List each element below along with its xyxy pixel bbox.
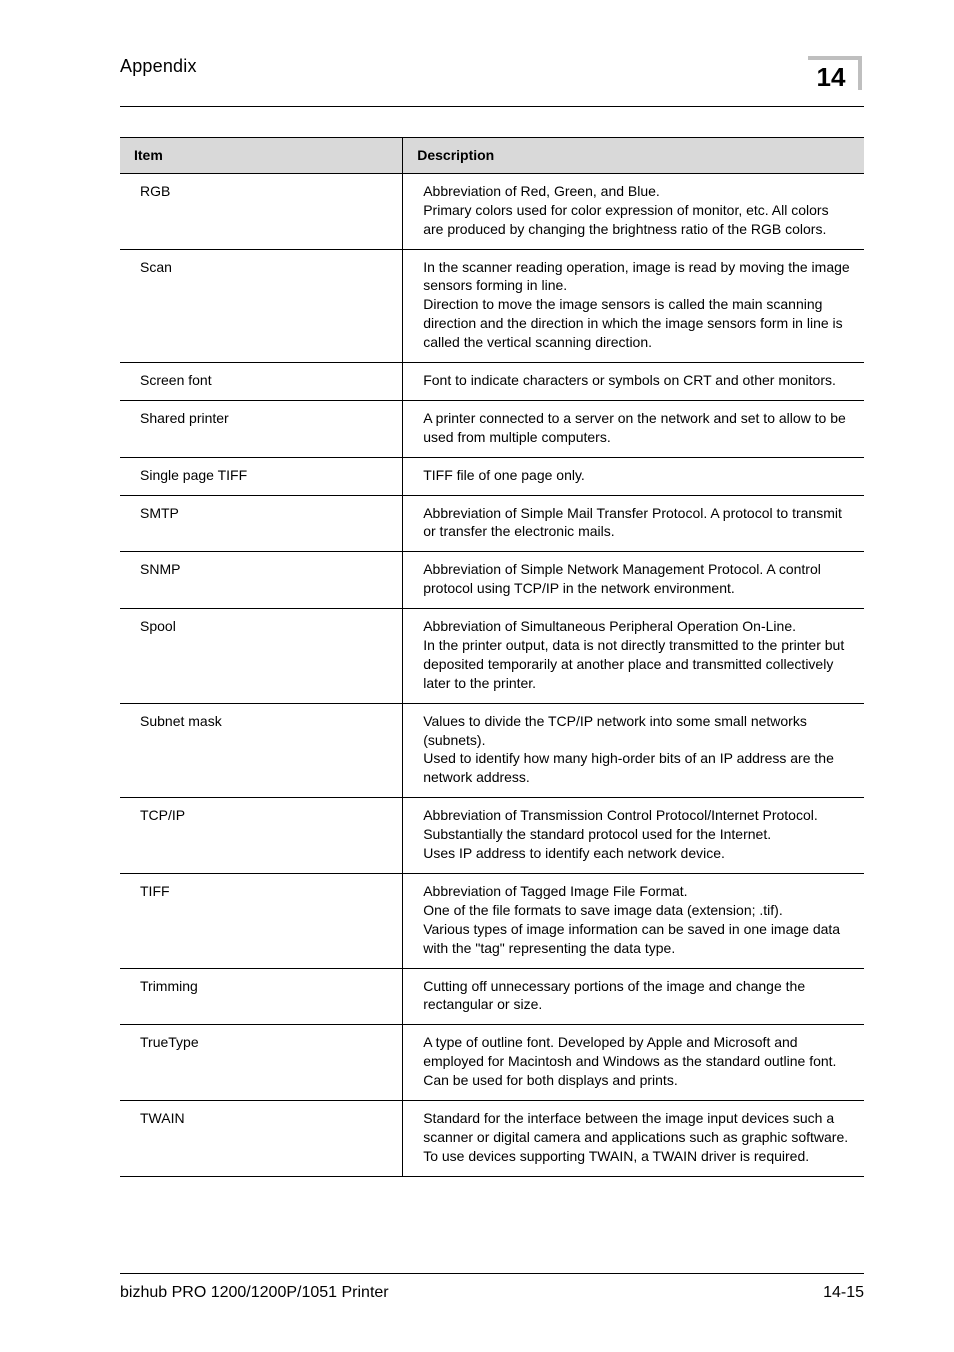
cell-description: Abbreviation of Simple Mail Transfer Pro… xyxy=(403,495,864,552)
cell-item: Shared printer xyxy=(120,400,403,457)
cell-item: Screen font xyxy=(120,363,403,401)
table-row: TWAINStandard for the interface between … xyxy=(120,1100,864,1176)
header-rule xyxy=(120,106,864,107)
col-header-description: Description xyxy=(403,138,864,174)
table-row: TCP/IPAbbreviation of Transmission Contr… xyxy=(120,798,864,874)
cell-item: Scan xyxy=(120,249,403,362)
table-row: TIFFAbbreviation of Tagged Image File Fo… xyxy=(120,873,864,968)
cell-description: Standard for the interface between the i… xyxy=(403,1100,864,1176)
cell-item: Subnet mask xyxy=(120,703,403,798)
cell-item: SMTP xyxy=(120,495,403,552)
cell-description: Abbreviation of Red, Green, and Blue. Pr… xyxy=(403,173,864,249)
table-row: SNMPAbbreviation of Simple Network Manag… xyxy=(120,552,864,609)
table-row: TrueTypeA type of outline font. Develope… xyxy=(120,1025,864,1101)
col-header-item: Item xyxy=(120,138,403,174)
table-row: RGBAbbreviation of Red, Green, and Blue.… xyxy=(120,173,864,249)
cell-description: Abbreviation of Simultaneous Peripheral … xyxy=(403,609,864,704)
table-row: SMTPAbbreviation of Simple Mail Transfer… xyxy=(120,495,864,552)
page-badge: 14 xyxy=(804,56,864,100)
table-row: TrimmingCutting off unnecessary portions… xyxy=(120,968,864,1025)
cell-description: Cutting off unnecessary portions of the … xyxy=(403,968,864,1025)
cell-item: TrueType xyxy=(120,1025,403,1101)
table-row: Subnet maskValues to divide the TCP/IP n… xyxy=(120,703,864,798)
cell-item: Spool xyxy=(120,609,403,704)
table-row: Screen fontFont to indicate characters o… xyxy=(120,363,864,401)
glossary-table: Item Description RGBAbbreviation of Red,… xyxy=(120,137,864,1177)
table-header-row: Item Description xyxy=(120,138,864,174)
cell-item: Single page TIFF xyxy=(120,457,403,495)
table-row: Shared printerA printer connected to a s… xyxy=(120,400,864,457)
cell-item: TCP/IP xyxy=(120,798,403,874)
table-row: Single page TIFFTIFF file of one page on… xyxy=(120,457,864,495)
cell-description: Values to divide the TCP/IP network into… xyxy=(403,703,864,798)
cell-description: In the scanner reading operation, image … xyxy=(403,249,864,362)
footer-page: 14-15 xyxy=(823,1284,864,1302)
cell-item: TWAIN xyxy=(120,1100,403,1176)
cell-description: Abbreviation of Tagged Image File Format… xyxy=(403,873,864,968)
cell-description: Font to indicate characters or symbols o… xyxy=(403,363,864,401)
cell-description: TIFF file of one page only. xyxy=(403,457,864,495)
cell-item: RGB xyxy=(120,173,403,249)
cell-description: A type of outline font. Developed by App… xyxy=(403,1025,864,1101)
header-section: Appendix xyxy=(120,56,197,77)
footer-product: bizhub PRO 1200/1200P/1051 Printer xyxy=(120,1284,389,1302)
footer-rule xyxy=(120,1273,864,1274)
cell-item: SNMP xyxy=(120,552,403,609)
table-row: SpoolAbbreviation of Simultaneous Periph… xyxy=(120,609,864,704)
page-badge-number: 14 xyxy=(804,60,858,94)
cell-description: Abbreviation of Simple Network Managemen… xyxy=(403,552,864,609)
table-row: ScanIn the scanner reading operation, im… xyxy=(120,249,864,362)
cell-item: TIFF xyxy=(120,873,403,968)
cell-item: Trimming xyxy=(120,968,403,1025)
cell-description: Abbreviation of Transmission Control Pro… xyxy=(403,798,864,874)
cell-description: A printer connected to a server on the n… xyxy=(403,400,864,457)
